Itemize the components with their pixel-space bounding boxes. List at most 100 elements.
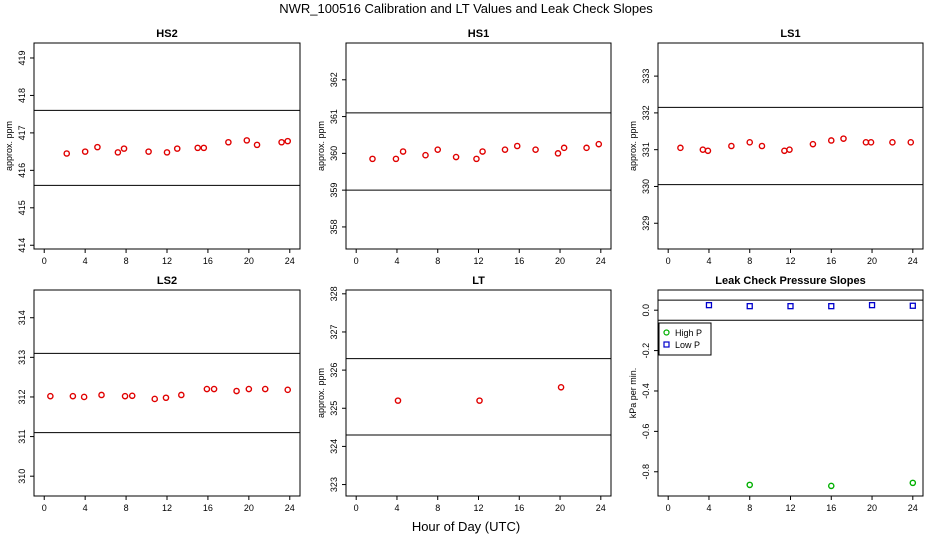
data-point xyxy=(253,141,261,149)
data-point xyxy=(98,391,105,399)
x-tick-label: 24 xyxy=(596,503,606,513)
y-tick-label: 416 xyxy=(17,163,27,178)
data-point xyxy=(369,155,376,163)
x-tick-label: 8 xyxy=(124,256,129,266)
data-point xyxy=(868,301,876,309)
x-tick-label: 0 xyxy=(354,503,359,513)
y-tick-label: 326 xyxy=(329,363,339,378)
data-point xyxy=(225,138,232,146)
data-point xyxy=(284,137,292,145)
data-point xyxy=(909,302,916,309)
y-axis-label: approx. ppm xyxy=(316,121,326,171)
x-tick-label: 0 xyxy=(42,256,47,266)
data-point xyxy=(128,392,136,400)
data-point xyxy=(532,146,539,153)
data-point xyxy=(145,148,152,155)
x-tick-label: 4 xyxy=(706,256,711,266)
y-tick-label: 0.0 xyxy=(641,304,651,317)
data-point xyxy=(69,392,77,400)
x-tick-label: 4 xyxy=(394,503,399,513)
x-tick-label: 16 xyxy=(826,256,836,266)
y-tick-label: 417 xyxy=(17,125,27,140)
x-tick-label: 12 xyxy=(473,256,483,266)
data-point xyxy=(554,150,562,157)
y-tick-label: 358 xyxy=(329,219,339,234)
data-point xyxy=(422,151,429,159)
x-tick-label: 4 xyxy=(394,256,399,266)
plot-frame xyxy=(657,289,924,497)
data-point xyxy=(163,149,171,156)
data-point xyxy=(392,155,400,163)
data-point xyxy=(746,139,754,146)
y-tick-label: 331 xyxy=(641,142,651,157)
y-tick-label: 325 xyxy=(329,401,339,416)
x-tick-label: 8 xyxy=(435,503,440,513)
y-tick-label: 328 xyxy=(329,286,339,301)
legend-label: Low P xyxy=(675,340,700,350)
data-point xyxy=(479,148,486,155)
data-point xyxy=(728,142,735,150)
y-axis-label: approx. ppm xyxy=(316,368,326,418)
data-point xyxy=(394,397,402,404)
x-tick-label: 0 xyxy=(666,503,671,513)
data-point xyxy=(758,142,766,150)
y-tick-label: 359 xyxy=(329,183,339,198)
x-tick-label: 12 xyxy=(162,256,172,266)
data-point xyxy=(162,394,170,402)
data-point xyxy=(178,391,185,399)
x-tick-label: 20 xyxy=(555,503,565,513)
data-point xyxy=(80,393,88,401)
x-tick-label: 16 xyxy=(203,256,213,266)
legend-symbol xyxy=(663,341,670,348)
x-tick-label: 8 xyxy=(435,256,440,266)
x-tick-label: 12 xyxy=(785,503,795,513)
data-point xyxy=(47,392,54,400)
y-tick-label: 361 xyxy=(329,109,339,124)
data-point xyxy=(120,145,128,152)
x-tick-label: 24 xyxy=(285,503,295,513)
data-point xyxy=(245,385,253,393)
data-point xyxy=(173,145,181,152)
data-point xyxy=(583,144,590,152)
x-tick-label: 24 xyxy=(285,256,295,266)
y-tick-label: -0.6 xyxy=(641,424,651,440)
y-axis-label: approx. ppm xyxy=(4,121,14,171)
y-tick-label: 330 xyxy=(641,179,651,194)
y-tick-label: 313 xyxy=(17,350,27,365)
y-tick-label: 329 xyxy=(641,216,651,231)
data-point xyxy=(63,150,71,157)
plot-frame xyxy=(345,289,612,497)
data-point xyxy=(81,148,89,155)
y-tick-label: 333 xyxy=(641,69,651,84)
data-point xyxy=(210,385,218,393)
y-tick-label: 312 xyxy=(17,389,27,404)
y-tick-label: 311 xyxy=(17,429,27,443)
legend-box xyxy=(658,322,712,356)
panel-title: HS1 xyxy=(468,28,489,40)
data-point xyxy=(233,387,240,395)
data-point xyxy=(907,139,915,146)
y-tick-label: -0.2 xyxy=(641,343,651,359)
panel-title: LT xyxy=(472,275,485,287)
data-point xyxy=(114,149,122,156)
data-point xyxy=(840,135,847,142)
legend-symbol xyxy=(663,329,670,336)
panel-3: LS1 0 4 8 12 16 20 24 329 330 331 332 333 approx. ppm xyxy=(628,28,924,266)
x-tick-label: 20 xyxy=(244,256,254,266)
data-point xyxy=(827,482,835,490)
data-point xyxy=(203,385,211,393)
x-tick-label: 16 xyxy=(514,256,524,266)
data-point xyxy=(151,395,159,403)
y-tick-label: 323 xyxy=(329,477,339,492)
x-tick-label: 0 xyxy=(354,256,359,266)
x-tick-label: 16 xyxy=(514,503,524,513)
panel-6: Leak Check Pressure Slopes 0 4 8 12 16 20 24 0.0… xyxy=(628,275,924,513)
x-tick-label: 4 xyxy=(83,256,88,266)
panel-title: HS2 xyxy=(156,28,177,40)
y-tick-label: -0.4 xyxy=(641,383,651,399)
y-tick-label: 414 xyxy=(17,238,27,253)
x-tick-label: 20 xyxy=(867,503,877,513)
x-tick-label: 0 xyxy=(42,503,47,513)
x-tick-label: 24 xyxy=(908,256,918,266)
